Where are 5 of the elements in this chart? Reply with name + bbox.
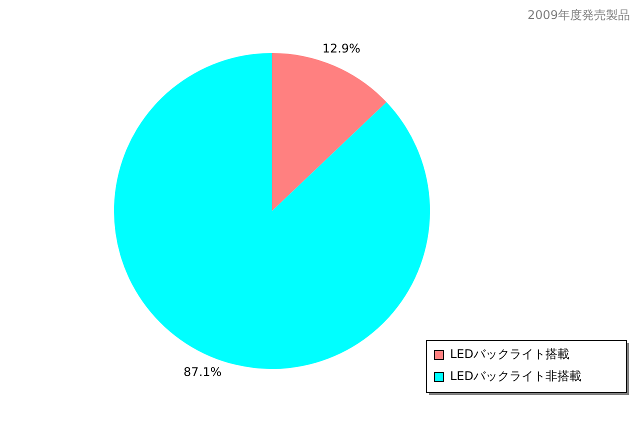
data-label: 12.9%: [322, 41, 360, 56]
legend-label: LEDバックライト搭載: [450, 347, 570, 362]
chart-title: 2009年度発売製品: [527, 8, 630, 22]
legend-label: LEDバックライト非搭載: [450, 369, 582, 384]
data-label: 87.1%: [184, 364, 222, 379]
